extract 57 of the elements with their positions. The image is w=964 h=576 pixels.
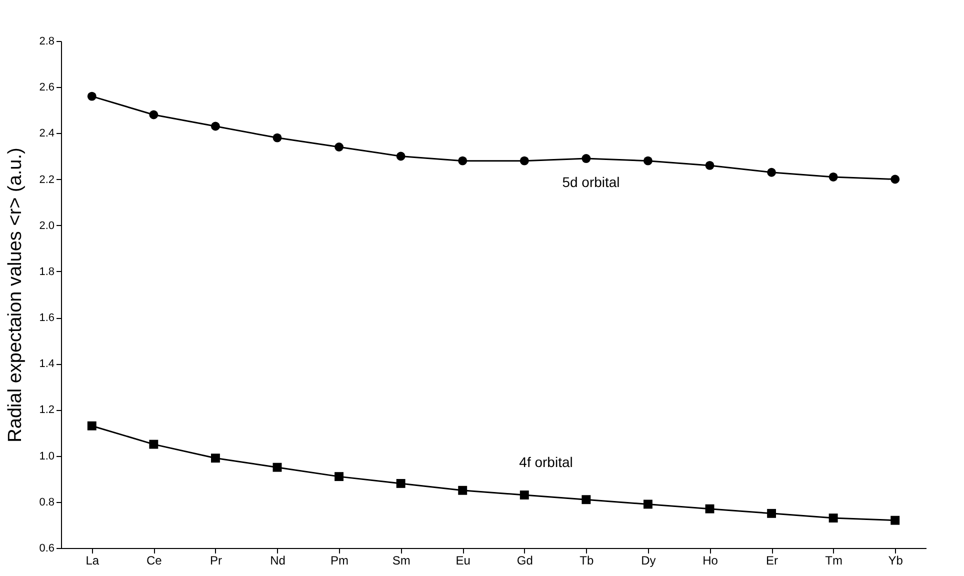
point	[643, 156, 652, 166]
point	[210, 454, 220, 463]
y-tick-label: 1.8	[39, 266, 54, 278]
x-tick-label: Pr	[210, 554, 222, 568]
point	[458, 156, 468, 166]
point	[643, 500, 652, 509]
x-tick-label: La	[86, 554, 100, 568]
y-tick-label: 2.8	[39, 36, 54, 48]
point	[582, 154, 591, 163]
y-tick-label: 1.4	[39, 358, 54, 370]
annotation: 5d orbital	[562, 174, 620, 190]
y-tick-label: 0.8	[39, 496, 54, 508]
annotation: 4f orbital	[519, 454, 573, 470]
y-tick-label: 1.6	[39, 312, 54, 324]
point	[458, 486, 468, 495]
x-tick-label: Tm	[825, 554, 842, 568]
x-tick-label: Tb	[580, 554, 594, 568]
point	[87, 92, 96, 101]
point	[705, 504, 714, 514]
y-axis-title: Radial expectaion values <r> (a.u.)	[5, 148, 26, 442]
point	[890, 516, 900, 525]
point	[396, 152, 406, 161]
x-tick-label: Sm	[392, 554, 410, 568]
point	[334, 472, 344, 482]
point	[334, 142, 344, 152]
point	[272, 462, 282, 472]
point	[272, 133, 282, 142]
y-tick-label: 1.0	[39, 450, 54, 462]
x-tick-label: Gd	[516, 554, 533, 568]
point	[87, 421, 96, 430]
point	[767, 508, 776, 518]
y-tick-label: 2.2	[39, 174, 54, 186]
y-tick-label: 2.4	[39, 128, 54, 140]
point	[396, 479, 406, 488]
y-tick-label: 2.6	[39, 82, 54, 94]
point	[890, 174, 900, 184]
y-tick-label: 2.0	[39, 220, 54, 232]
y-tick-label: 1.2	[39, 404, 54, 416]
point	[828, 172, 838, 182]
x-tick-label: Nd	[270, 554, 286, 568]
point	[828, 514, 838, 523]
y-tick-label: 0.6	[39, 542, 54, 554]
x-tick-label: Er	[766, 554, 778, 568]
point	[149, 110, 158, 120]
x-tick-label: Ce	[146, 554, 162, 568]
x-tick-label: Dy	[641, 554, 656, 568]
point	[210, 122, 220, 131]
point	[149, 440, 158, 449]
x-tick-label: Pm	[330, 554, 349, 568]
x-tick-label: Ho	[702, 554, 718, 568]
point	[767, 168, 776, 177]
point	[705, 160, 714, 170]
x-tick-label: Eu	[456, 554, 470, 568]
point	[520, 490, 529, 500]
point	[520, 156, 529, 166]
x-tick-label: Yb	[888, 554, 904, 568]
point	[582, 495, 591, 504]
